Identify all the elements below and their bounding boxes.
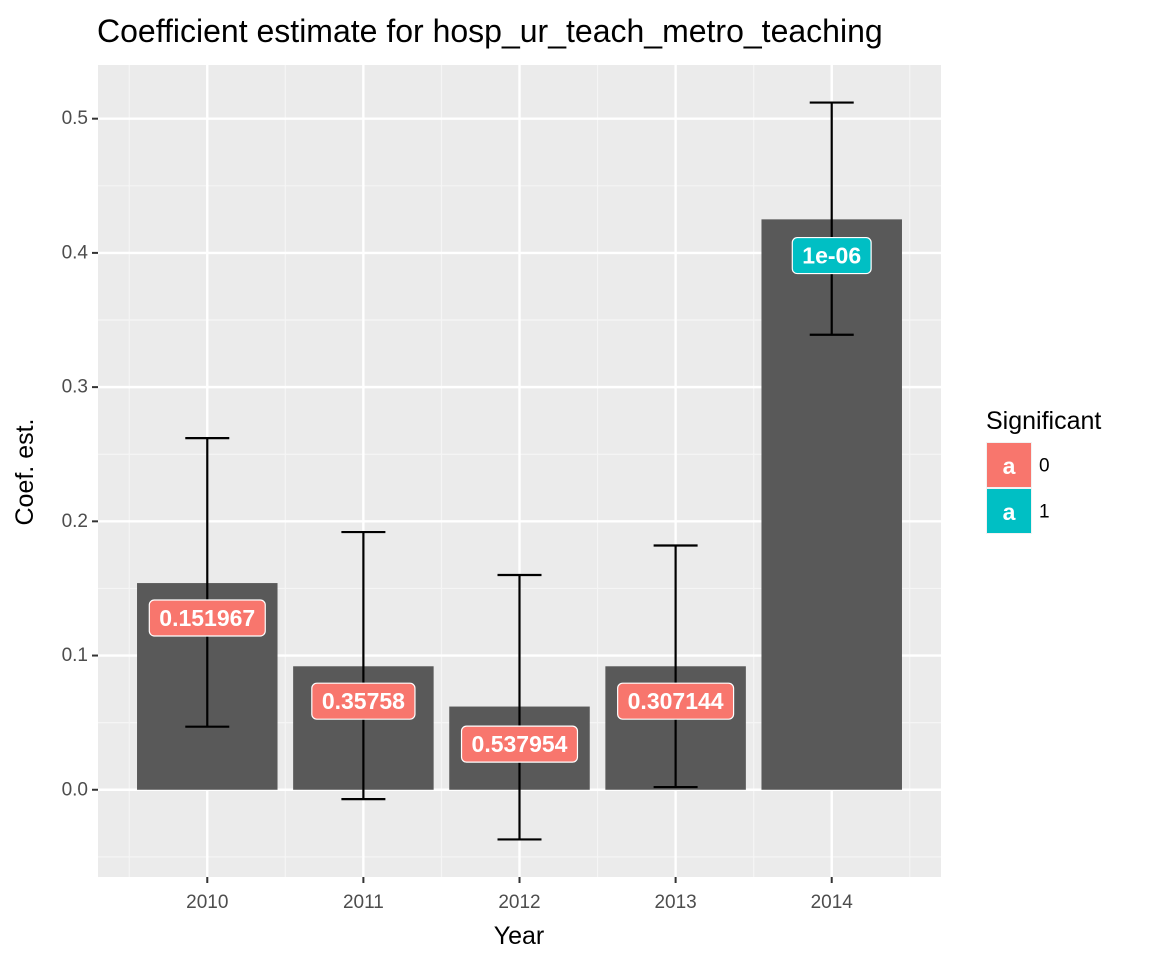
y-tick-label: 0.2 [62, 511, 88, 532]
y-axis: 0.0 0.1 0.2 0.3 0.4 0.5 [62, 108, 98, 800]
legend-key-swatch [987, 489, 1031, 533]
legend-title: Significant [986, 407, 1101, 435]
error-bar-2010 [185, 437, 230, 728]
legend-key-letter: a [1003, 453, 1016, 479]
bar-label-box [311, 682, 416, 720]
bar-labels: 0.151967 0.35758 0.537954 0.307144 1e-06 [148, 236, 872, 763]
y-tick-label: 0.3 [62, 377, 88, 398]
bar-label-text: 0.537954 [472, 731, 568, 757]
legend-entry-label: 1 [1039, 502, 1050, 523]
error-bars [185, 101, 854, 841]
bar-label-box [791, 236, 872, 275]
bar-label-box [460, 725, 579, 763]
bar-label-2011: 0.35758 [311, 682, 416, 720]
bar-label-2013: 0.307144 [617, 682, 735, 720]
y-tick-label: 0.0 [62, 779, 88, 800]
bar-label-box [148, 599, 266, 637]
bar-label-text: 0.307144 [628, 688, 724, 714]
x-tick-label: 2011 [343, 892, 384, 913]
x-axis: 2010 2011 2012 2013 2014 [186, 877, 853, 913]
error-bar-2012 [497, 573, 542, 841]
x-tick-label: 2010 [186, 892, 228, 913]
bar-label-2010: 0.151967 [148, 599, 266, 637]
x-axis-title: Year [494, 922, 545, 950]
legend-entry-label: 0 [1039, 456, 1050, 477]
legend-key-letter: a [1003, 499, 1016, 525]
y-tick-label: 0.4 [62, 242, 89, 263]
error-bar-2014 [809, 101, 854, 336]
error-bar-2011 [341, 530, 386, 801]
x-tick-label: 2014 [811, 892, 854, 913]
error-bar-2013 [653, 544, 698, 789]
bar-label-2014: 1e-06 [791, 236, 872, 275]
bar-label-box [617, 682, 735, 720]
bar-label-text: 1e-06 [802, 243, 861, 269]
legend: Significant a 0a 1 [986, 407, 1101, 534]
bar-label-text: 0.151967 [159, 605, 255, 631]
y-tick-label: 0.5 [62, 108, 88, 129]
y-tick-label: 0.1 [62, 645, 88, 666]
x-tick-label: 2013 [654, 892, 696, 913]
x-tick-label: 2012 [498, 892, 540, 913]
bar-label-text: 0.35758 [322, 688, 405, 714]
legend-key-swatch [987, 443, 1031, 487]
y-axis-title: Coef. est. [11, 419, 39, 526]
bar-label-2012: 0.537954 [460, 725, 579, 763]
chart-title: Coefficient estimate for hosp_ur_teach_m… [97, 13, 883, 49]
